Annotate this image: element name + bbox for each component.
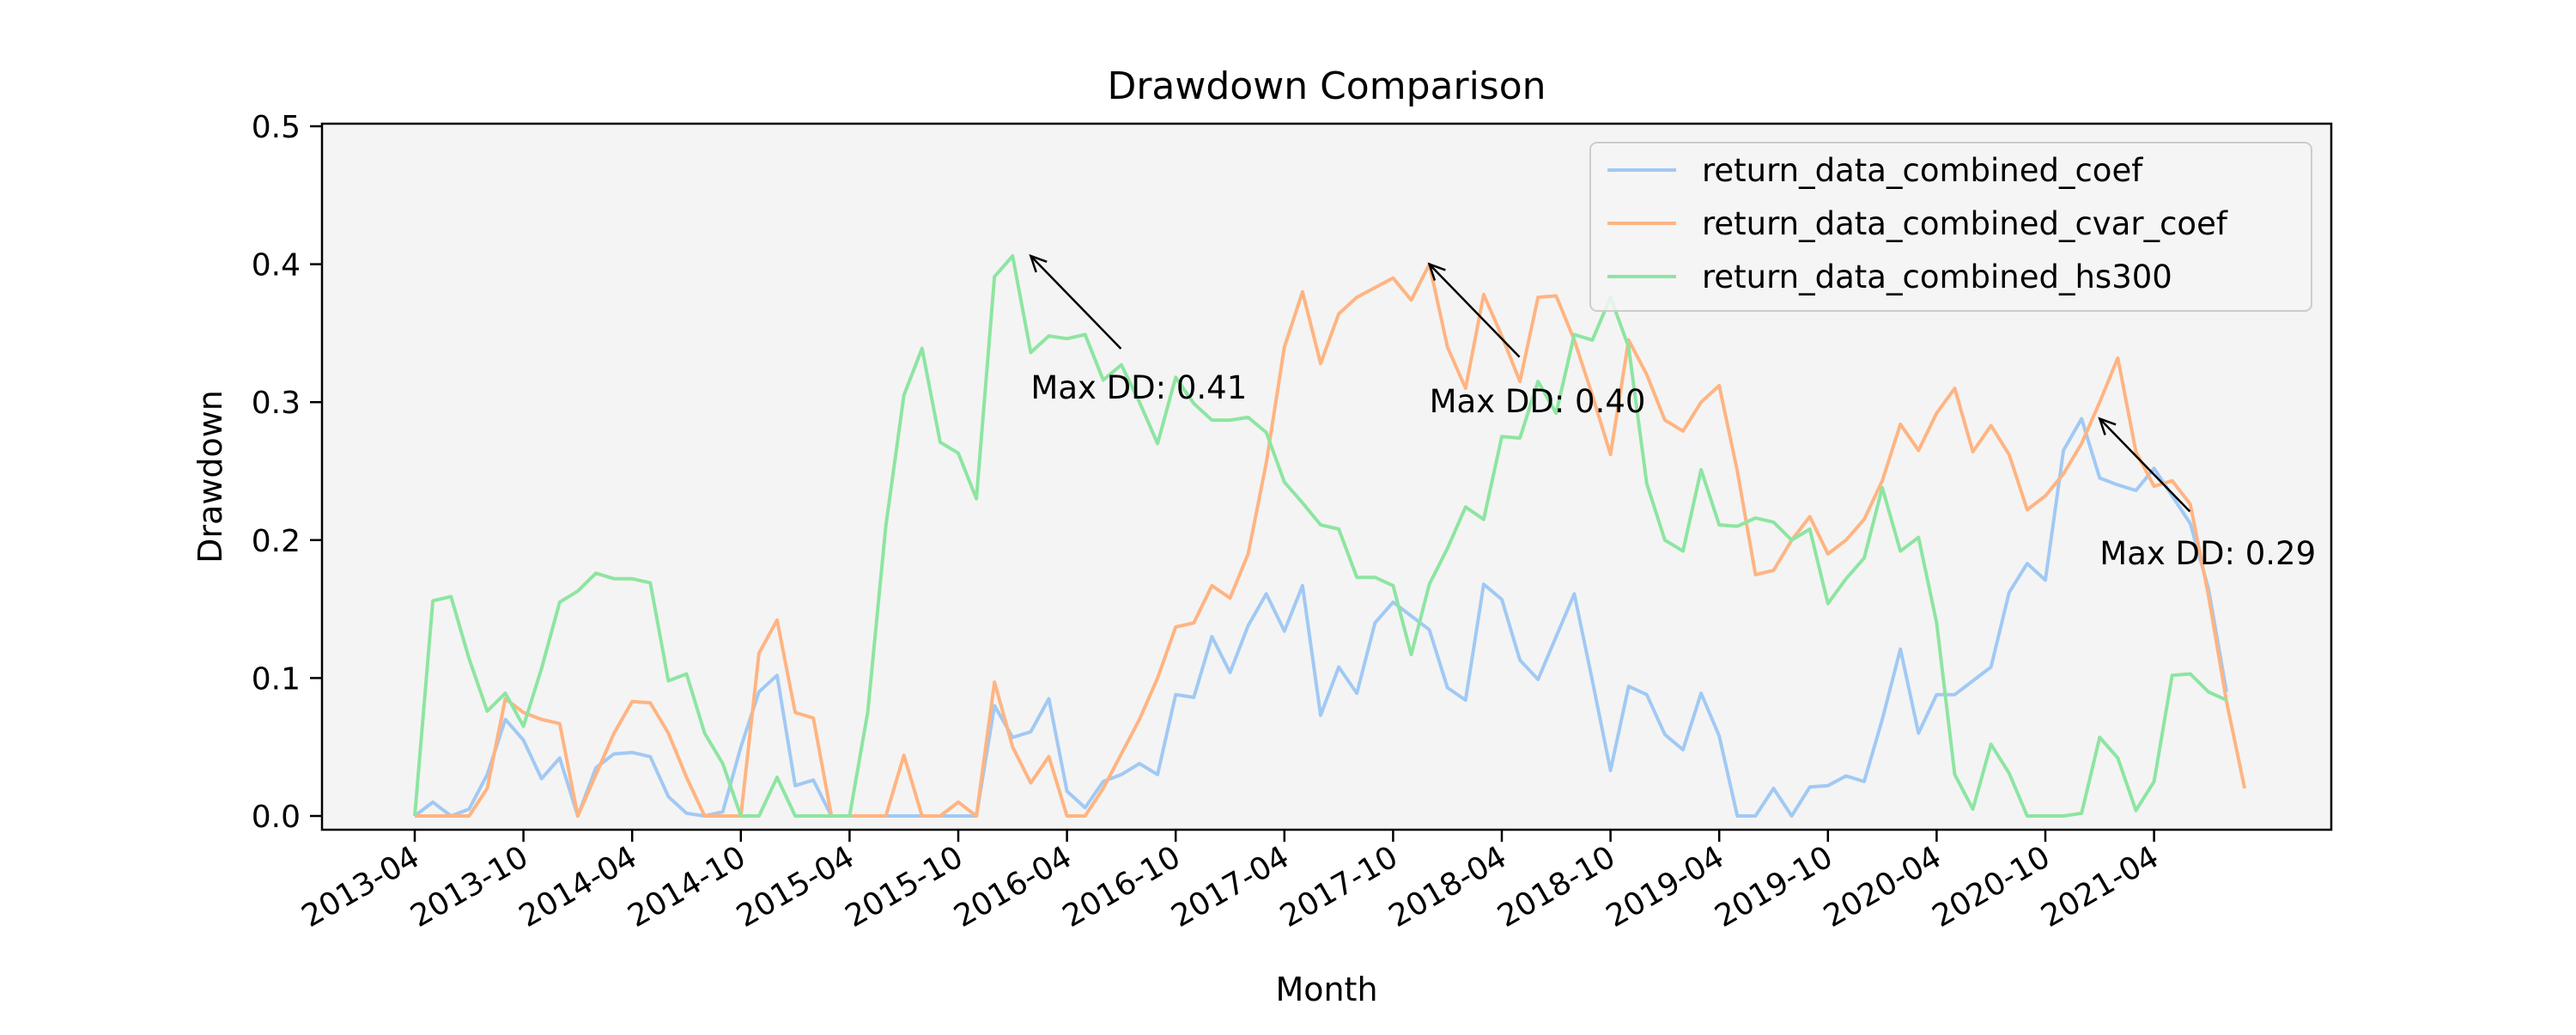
x-tick-label: 2020-04: [1818, 839, 1947, 935]
series-line-return-data-combined-coef: [413, 417, 2228, 818]
annotation-arrowhead: [2098, 417, 2117, 435]
x-tick-label: 2013-10: [404, 839, 534, 935]
y-tick-label: 0.4: [252, 248, 301, 283]
x-tick-label: 2020-10: [1927, 839, 2057, 935]
y-tick-label: 0.2: [252, 524, 301, 559]
annotation-label: Max DD: 0.41: [1030, 369, 1247, 406]
legend-box: [1589, 142, 2312, 312]
chart-title: Drawdown Comparison: [1107, 64, 1546, 108]
series-line-return-data-combined-cvar-coef: [415, 262, 2247, 818]
x-tick-label: 2015-04: [731, 839, 860, 935]
x-tick-label: 2017-10: [1274, 839, 1404, 935]
legend-label: return_data_combined_hs300: [1702, 259, 2172, 295]
x-axis: 2013-042013-102014-042014-102015-042015-…: [296, 830, 2165, 935]
y-tick-label: 0.5: [252, 110, 301, 145]
x-tick-label: 2014-10: [623, 839, 752, 935]
series-line-return-data-combined-hs300: [413, 254, 2227, 818]
y-tick-label: 0.1: [252, 661, 301, 697]
y-axis-label: Drawdown: [191, 390, 229, 563]
annotation-arrow: [1030, 255, 1122, 350]
y-tick-label: 0.0: [252, 800, 301, 835]
x-tick-label: 2014-04: [513, 839, 643, 935]
x-tick-label: 2021-04: [2035, 839, 2165, 935]
annotation-label: Max DD: 0.29: [2099, 535, 2316, 572]
plot-frame: [320, 122, 2333, 831]
x-tick-label: 2017-04: [1166, 839, 1296, 935]
y-tick-label: 0.3: [252, 386, 301, 421]
x-tick-label: 2019-10: [1710, 839, 1839, 935]
annotation-layer: Max DD: 0.41 Max DD: 0.40 Max DD: 0.29: [1029, 253, 2316, 572]
annotation-arrowhead: [1427, 262, 1446, 281]
x-tick-label: 2018-04: [1383, 839, 1513, 935]
annotation-arrow: [2099, 417, 2191, 513]
x-tick-label: 2016-10: [1057, 839, 1187, 935]
annotation-label: Max DD: 0.40: [1430, 383, 1646, 420]
x-tick-label: 2018-10: [1492, 839, 1621, 935]
legend: return_data_combined_coef return_data_com…: [1589, 142, 2312, 312]
y-axis: 0.0 0.1 0.2 0.3 0.4 0.5: [252, 110, 322, 835]
annotation-arrow: [1428, 263, 1521, 358]
legend-label: return_data_combined_coef: [1702, 152, 2143, 189]
x-tick-label: 2019-04: [1601, 839, 1730, 935]
x-tick-label: 2016-04: [948, 839, 1078, 935]
x-tick-label: 2013-04: [296, 839, 426, 935]
x-axis-label: Month: [1275, 971, 1377, 1008]
series-layer: [413, 254, 2247, 818]
legend-label: return_data_combined_cvar_coef: [1702, 205, 2228, 242]
x-tick-label: 2015-10: [840, 839, 969, 935]
annotation-arrowhead: [1029, 253, 1048, 273]
